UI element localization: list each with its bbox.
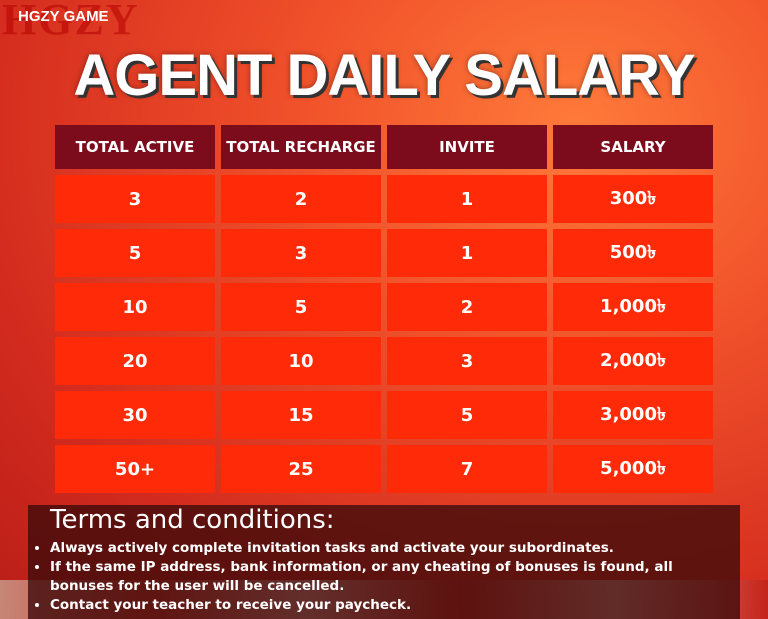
title: AGENT DAILY SALARY [73, 43, 695, 108]
table-cell: 50+ [55, 445, 215, 493]
table-cell: 20 [55, 337, 215, 385]
column-header: TOTAL RECHARGE [221, 125, 381, 169]
table-cell: 3 [387, 337, 547, 385]
table-cell: 3 [221, 229, 381, 277]
table-cell: 10 [55, 283, 215, 331]
table-cell: 5,000৳ [553, 445, 713, 493]
terms-item: Contact your teacher to receive your pay… [50, 596, 730, 615]
table-cell: 2 [387, 283, 547, 331]
table-cell: 10 [221, 337, 381, 385]
table-cell: 300৳ [553, 175, 713, 223]
brand: HGZY GAME [18, 8, 109, 25]
terms-item: Always actively complete invitation task… [50, 539, 730, 558]
table-cell: 1 [387, 229, 547, 277]
table-cell: 7 [387, 445, 547, 493]
table-cell: 3 [55, 175, 215, 223]
table-cell: 5 [221, 283, 381, 331]
terms-list: Always actively complete invitation task… [28, 539, 730, 615]
column-header: INVITE [387, 125, 547, 169]
column-header: SALARY [553, 125, 713, 169]
column-header: TOTAL ACTIVE [55, 125, 215, 169]
table-cell: 15 [221, 391, 381, 439]
table-cell: 500৳ [553, 229, 713, 277]
table-cell: 2 [221, 175, 381, 223]
terms-title: Terms and conditions: [50, 505, 335, 535]
table-cell: 3,000৳ [553, 391, 713, 439]
table-cell: 1 [387, 175, 547, 223]
table-cell: 5 [387, 391, 547, 439]
terms-item: If the same IP address, bank information… [50, 558, 730, 596]
terms-box: Terms and conditions: Always actively co… [28, 505, 740, 619]
table-cell: 1,000৳ [553, 283, 713, 331]
brand-logo: HGZY [2, 0, 140, 44]
table-cell: 30 [55, 391, 215, 439]
table-cell: 25 [221, 445, 381, 493]
table-cell: 2,000৳ [553, 337, 713, 385]
table-cell: 5 [55, 229, 215, 277]
